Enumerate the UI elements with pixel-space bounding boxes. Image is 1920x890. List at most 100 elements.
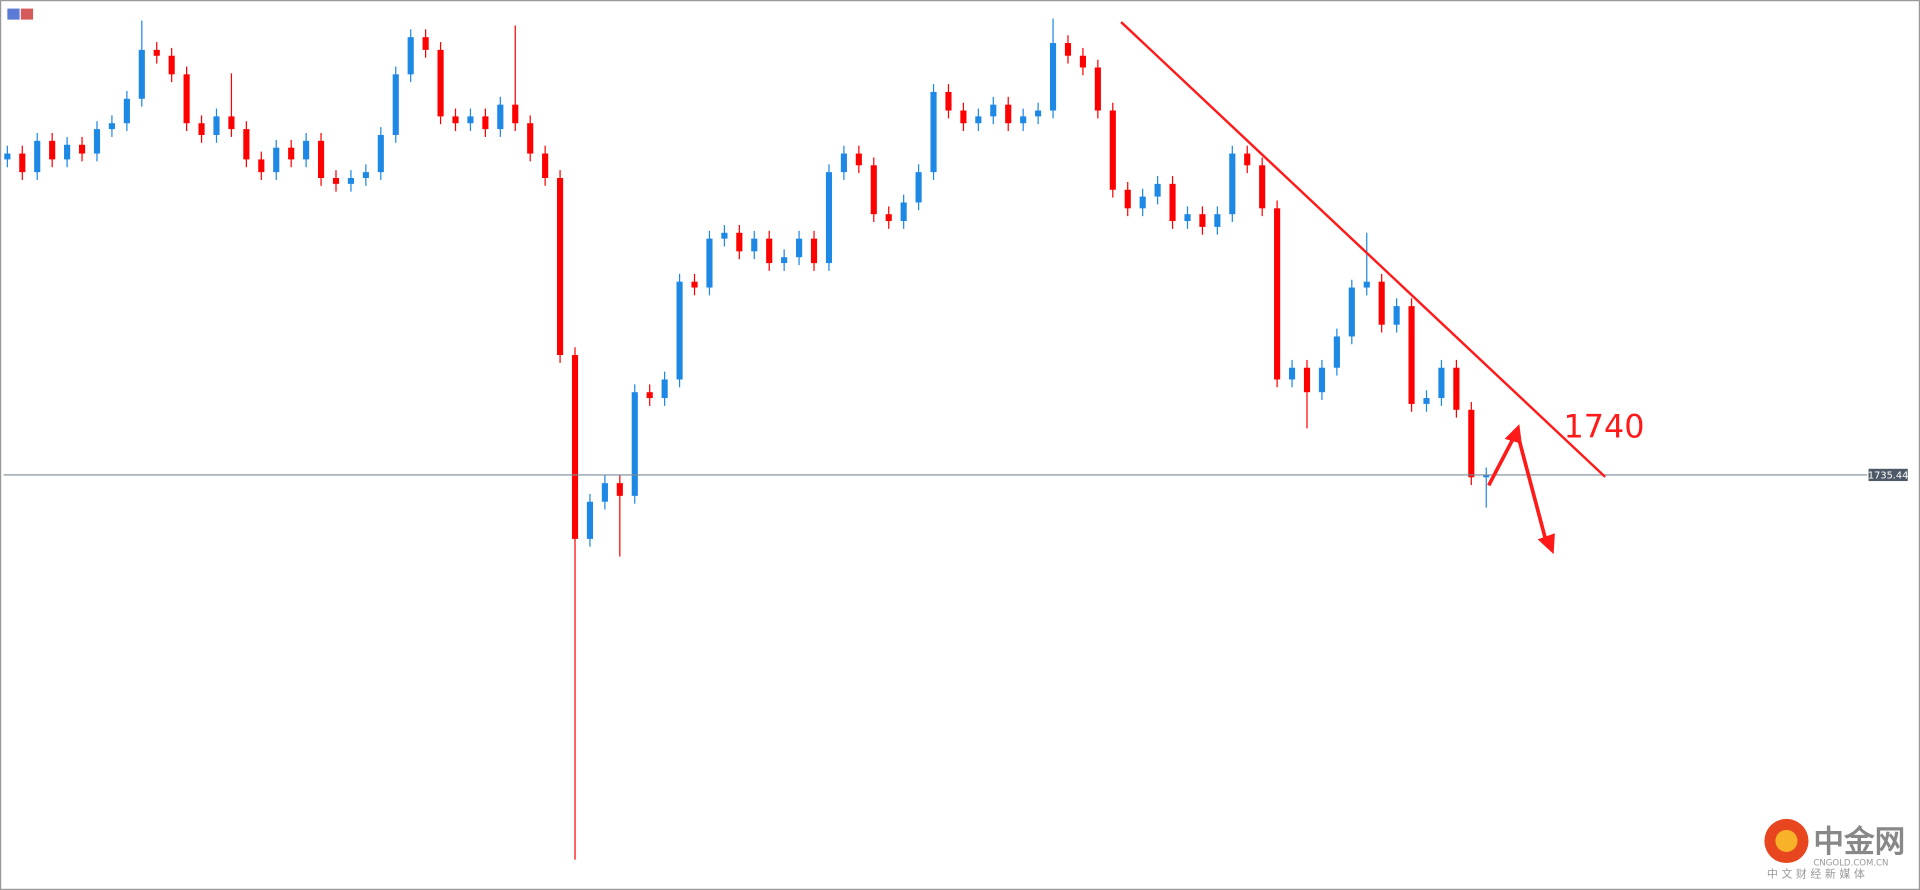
price-label: 1735.44 bbox=[1868, 471, 1909, 482]
candle-body bbox=[751, 238, 758, 252]
candle-body bbox=[1393, 306, 1400, 325]
toolbar-icon bbox=[7, 8, 34, 20]
candle-body bbox=[183, 74, 190, 124]
candle-body bbox=[930, 91, 937, 173]
candle-body bbox=[1348, 287, 1355, 337]
candle-body bbox=[213, 116, 220, 135]
candle-body bbox=[138, 49, 145, 99]
candle-body bbox=[1124, 189, 1131, 209]
candle-body bbox=[1184, 214, 1191, 222]
watermark-domain: CNGOLD.COM.CN bbox=[1813, 858, 1888, 868]
candle-body bbox=[1483, 475, 1490, 478]
candle-body bbox=[1274, 208, 1281, 380]
candle-body bbox=[1139, 196, 1146, 209]
candle-body bbox=[721, 232, 728, 239]
plot: 1735.44 bbox=[3, 18, 1909, 860]
candle-body bbox=[347, 178, 354, 184]
candle-body bbox=[64, 144, 71, 160]
candle-body bbox=[736, 232, 743, 252]
candle-body bbox=[497, 104, 504, 130]
candle-body bbox=[557, 178, 564, 356]
candle-body bbox=[243, 129, 250, 160]
candle-body bbox=[1005, 104, 1012, 124]
candle-body bbox=[870, 165, 877, 215]
candle-body bbox=[1035, 110, 1042, 117]
candle-body bbox=[631, 392, 638, 496]
candle-body bbox=[766, 238, 773, 264]
candle-body bbox=[1229, 153, 1236, 215]
candle-body bbox=[661, 379, 668, 399]
watermark: 中金网 CNGOLD.COM.CN 中 文 财 经 新 媒 体 bbox=[1764, 818, 1905, 881]
candle-body bbox=[945, 91, 952, 111]
candle-body bbox=[49, 140, 56, 160]
candle-body bbox=[1064, 43, 1072, 56]
candle-body bbox=[1049, 43, 1057, 111]
candle-body bbox=[616, 483, 623, 496]
annotation: 1740 bbox=[1563, 408, 1644, 446]
candle-body bbox=[796, 238, 803, 258]
watermark-tagline: 中 文 财 经 新 媒 体 bbox=[1767, 867, 1865, 881]
candle-body bbox=[975, 116, 982, 124]
candle-body bbox=[228, 116, 235, 130]
candle-body bbox=[1214, 214, 1221, 227]
candle-body bbox=[810, 238, 818, 264]
candle-body bbox=[1169, 183, 1176, 222]
arrow-head bbox=[1537, 533, 1555, 555]
candle-body bbox=[288, 147, 295, 160]
candle-body bbox=[153, 49, 160, 56]
candle-body bbox=[317, 140, 325, 178]
candle-body bbox=[1363, 281, 1370, 288]
candle-body bbox=[586, 501, 594, 539]
candle-body bbox=[273, 147, 280, 173]
candle-body bbox=[855, 153, 862, 166]
candle-body bbox=[1453, 367, 1460, 410]
candle-body bbox=[542, 153, 549, 178]
candle-body bbox=[1288, 367, 1296, 380]
candle-body bbox=[915, 172, 922, 203]
candle-body bbox=[4, 153, 11, 160]
candle-body bbox=[377, 134, 384, 173]
candle-body bbox=[452, 116, 459, 124]
candle-body bbox=[1020, 116, 1027, 124]
candle-body bbox=[392, 74, 399, 135]
candle-body bbox=[332, 178, 340, 184]
candle-body bbox=[706, 238, 713, 288]
candle-body bbox=[1094, 67, 1101, 111]
candle-body bbox=[1333, 336, 1340, 368]
candle-body bbox=[527, 123, 534, 154]
candle-body bbox=[1423, 398, 1430, 404]
candle-body bbox=[1244, 153, 1251, 166]
candle-body bbox=[646, 392, 653, 399]
candle-body bbox=[437, 49, 444, 117]
candle-body bbox=[303, 140, 310, 160]
candle-body bbox=[19, 153, 26, 173]
candle-body bbox=[1303, 367, 1311, 393]
candle-body bbox=[676, 281, 683, 380]
watermark-name: 中金网 bbox=[1813, 824, 1905, 860]
candle-body bbox=[198, 123, 205, 135]
candle-body bbox=[1109, 110, 1116, 190]
candle-body bbox=[885, 214, 892, 222]
candle-body bbox=[840, 153, 847, 173]
candle-body bbox=[1199, 214, 1206, 227]
candle-body bbox=[258, 159, 265, 173]
candle-body bbox=[601, 483, 608, 502]
candle-body bbox=[108, 123, 115, 130]
candle-body bbox=[571, 355, 579, 539]
candle-body bbox=[1318, 367, 1325, 393]
candle-body bbox=[1378, 281, 1385, 325]
candle-body bbox=[1468, 409, 1475, 478]
candle-body bbox=[407, 37, 414, 75]
candle-body bbox=[960, 110, 967, 124]
candle-body bbox=[825, 172, 833, 264]
candle-body bbox=[422, 37, 429, 50]
candle-body bbox=[482, 116, 489, 130]
trend-line bbox=[1120, 21, 1606, 478]
candle-body bbox=[1259, 165, 1266, 209]
candle-body bbox=[1438, 367, 1445, 399]
candle-body bbox=[512, 104, 519, 124]
candle-body bbox=[34, 140, 41, 173]
candle-body bbox=[467, 116, 474, 124]
